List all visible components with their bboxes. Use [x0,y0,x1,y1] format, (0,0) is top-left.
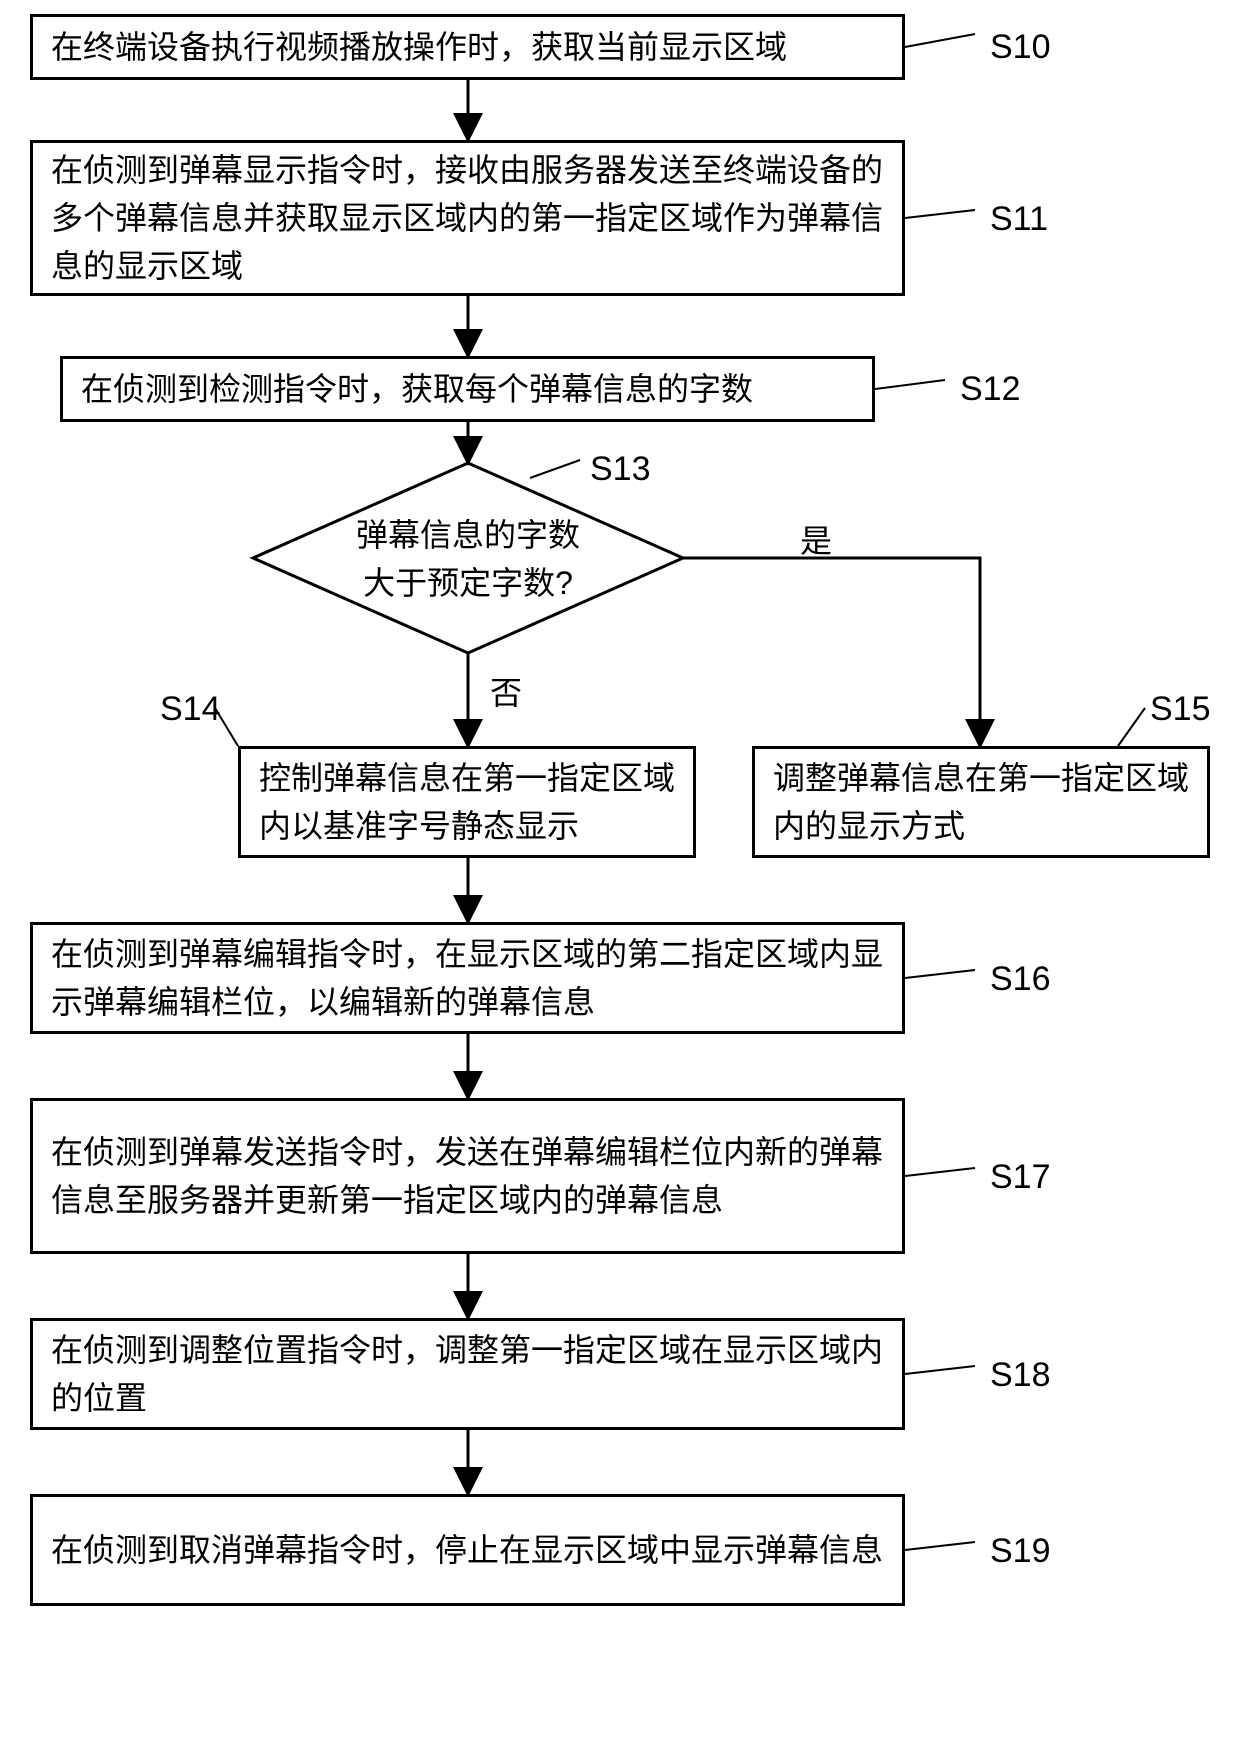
step-s18-text: 在侦测到调整位置指令时，调整第一指定区域在显示区域内的位置 [51,1326,884,1422]
flowchart-canvas: 在终端设备执行视频播放操作时，获取当前显示区域 在侦测到弹幕显示指令时，接收由服… [0,0,1240,1759]
step-label-s18: S18 [990,1356,1051,1395]
step-label-s10: S10 [990,28,1051,67]
step-label-s19: S19 [990,1532,1051,1571]
step-s13-text: 弹幕信息的字数 大于预定字数? [253,511,683,607]
step-s17-box: 在侦测到弹幕发送指令时，发送在弹幕编辑栏位内新的弹幕信息至服务器并更新第一指定区… [30,1098,905,1254]
step-s12-text: 在侦测到检测指令时，获取每个弹幕信息的字数 [81,365,753,413]
step-s12-box: 在侦测到检测指令时，获取每个弹幕信息的字数 [60,356,875,422]
step-s14-box: 控制弹幕信息在第一指定区域内以基准字号静态显示 [238,746,696,858]
step-label-s12: S12 [960,370,1021,409]
step-s13-diamond: 弹幕信息的字数 大于预定字数? [253,463,683,653]
branch-label-no: 否 [490,668,522,714]
step-s16-box: 在侦测到弹幕编辑指令时，在显示区域的第二指定区域内显示弹幕编辑栏位，以编辑新的弹… [30,922,905,1034]
step-label-s11: S11 [990,200,1048,239]
step-label-s14: S14 [160,690,221,729]
step-s15-text: 调整弹幕信息在第一指定区域内的显示方式 [773,754,1189,850]
step-s19-box: 在侦测到取消弹幕指令时，停止在显示区域中显示弹幕信息 [30,1494,905,1606]
step-s11-text: 在侦测到弹幕显示指令时，接收由服务器发送至终端设备的多个弹幕信息并获取显示区域内… [51,146,884,290]
step-label-s13: S13 [590,450,651,489]
step-s10-box: 在终端设备执行视频播放操作时，获取当前显示区域 [30,14,905,80]
step-s15-box: 调整弹幕信息在第一指定区域内的显示方式 [752,746,1210,858]
step-s19-text: 在侦测到取消弹幕指令时，停止在显示区域中显示弹幕信息 [51,1526,883,1574]
step-s18-box: 在侦测到调整位置指令时，调整第一指定区域在显示区域内的位置 [30,1318,905,1430]
branch-label-yes: 是 [800,516,832,562]
step-s16-text: 在侦测到弹幕编辑指令时，在显示区域的第二指定区域内显示弹幕编辑栏位，以编辑新的弹… [51,930,884,1026]
step-label-s15: S15 [1150,690,1211,729]
step-s17-text: 在侦测到弹幕发送指令时，发送在弹幕编辑栏位内新的弹幕信息至服务器并更新第一指定区… [51,1128,884,1224]
step-s14-text: 控制弹幕信息在第一指定区域内以基准字号静态显示 [259,754,675,850]
step-s10-text: 在终端设备执行视频播放操作时，获取当前显示区域 [51,23,787,71]
step-s11-box: 在侦测到弹幕显示指令时，接收由服务器发送至终端设备的多个弹幕信息并获取显示区域内… [30,140,905,296]
step-label-s17: S17 [990,1158,1051,1197]
step-label-s16: S16 [990,960,1051,999]
